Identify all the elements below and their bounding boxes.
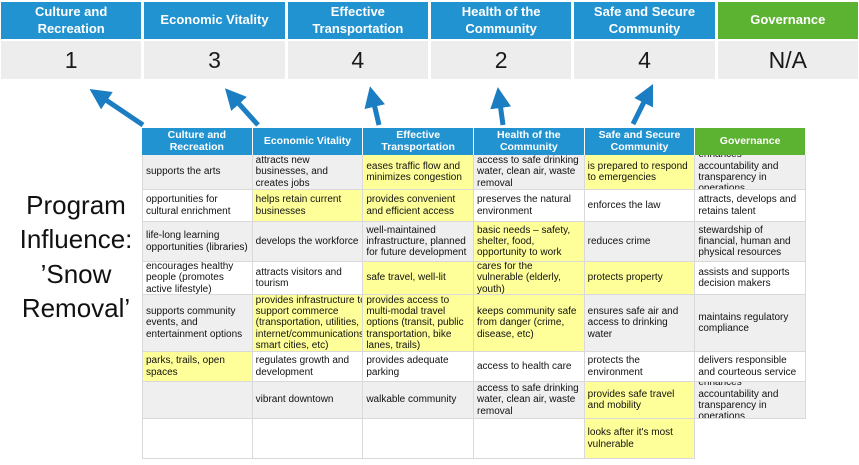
matrix-cell: assists and supports decision makers <box>695 262 806 295</box>
scoreboard-score: N/A <box>717 41 858 79</box>
matrix-cell: maintains regulatory compliance <box>695 295 806 352</box>
matrix-header-cell: Effective Transportation <box>363 128 474 155</box>
matrix-cell <box>142 382 253 419</box>
matrix-cell: provides safe travel and mobility <box>584 382 696 419</box>
scoreboard-score: 4 <box>287 41 428 79</box>
matrix-cell: delivers responsible and courteous servi… <box>695 352 806 382</box>
influence-arrows <box>89 83 654 128</box>
scoreboard-score: 3 <box>144 41 285 79</box>
matrix-cell: helps retain current businesses <box>252 190 364 222</box>
influence-arrow <box>490 87 512 126</box>
matrix-cell: attracts visitors and tourism <box>252 262 364 295</box>
matrix-header-cell: Safe and Secure Community <box>584 128 696 155</box>
matrix-cell: attracts new businesses, and creates job… <box>252 155 364 190</box>
matrix-cell: eases traffic flow and minimizes congest… <box>363 155 474 190</box>
matrix-cell: cares for the vulnerable (elderly, youth… <box>473 262 585 295</box>
scoreboard-header: Economic Vitality <box>144 2 285 39</box>
scoreboard-column: Safe and Secure Community 4 <box>574 2 715 79</box>
influence-arrow <box>630 83 654 126</box>
matrix-cell: access to safe drinking water, clean air… <box>473 382 585 419</box>
program-influence-label: Program Influence: ’Snow Removal’ <box>19 190 133 323</box>
matrix-cell: provides access to multi-modal travel op… <box>363 295 474 352</box>
matrix-cell: enforces the law <box>584 190 696 222</box>
matrix-cell: life-long learning opportunities (librar… <box>142 222 253 262</box>
matrix-cell <box>363 419 474 459</box>
matrix-cell <box>695 419 806 459</box>
scoreboard-column: Economic Vitality 3 <box>144 2 285 79</box>
matrix-cell <box>252 419 364 459</box>
matrix-cell: is prepared to respond to emergencies <box>584 155 696 190</box>
scoreboard-score: 1 <box>1 41 142 79</box>
matrix-cell: parks, trails, open spaces <box>142 352 253 382</box>
matrix-cell: access to health care <box>473 352 585 382</box>
matrix-cell: protects the environment <box>584 352 696 382</box>
matrix-cell: well-maintained infrastructure, planned … <box>363 222 474 262</box>
matrix-cell: develops the workforce <box>252 222 364 262</box>
matrix-cell: provides infrastructure to support comme… <box>252 295 364 352</box>
matrix-cell: supports the arts <box>142 155 253 190</box>
matrix-cell: safe travel, well-lit <box>363 262 474 295</box>
scoreboard-header: Effective Transportation <box>287 2 428 39</box>
scoreboard-header: Governance <box>717 2 858 39</box>
scoreboard-column: Governance N/A <box>717 2 858 79</box>
matrix-cell: encourages healthy people (promotes acti… <box>142 262 253 295</box>
scoreboard-score: 2 <box>430 41 572 79</box>
scoreboard-score: 4 <box>574 41 715 79</box>
scoreboard-column: Effective Transportation 4 <box>287 2 428 79</box>
matrix-header-cell: Health of the Community <box>473 128 585 155</box>
matrix-header-cell: Economic Vitality <box>252 128 364 155</box>
matrix-header-cell: Governance <box>695 128 806 155</box>
scoreboard-header: Culture and Recreation <box>1 2 142 39</box>
scoreboard-column: Culture and Recreation 1 <box>1 2 142 79</box>
matrix-cell: looks after it's most vulnerable <box>584 419 696 459</box>
matrix-cell: provides convenient and efficient access <box>363 190 474 222</box>
matrix-cell: ensures safe air and access to drinking … <box>584 295 696 352</box>
matrix-cell: walkable community <box>363 382 474 419</box>
matrix-cell <box>473 419 585 459</box>
scoreboard-header: Health of the Community <box>430 2 572 39</box>
matrix-cell: supports community events, and entertain… <box>142 295 253 352</box>
matrix-cell: reduces crime <box>584 222 696 262</box>
matrix-cell: keeps community safe from danger (crime,… <box>473 295 585 352</box>
matrix-cell: enhances accountability and transparency… <box>695 155 806 190</box>
scoreboard-header: Safe and Secure Community <box>574 2 715 39</box>
influence-arrow <box>224 88 260 127</box>
matrix-cell: provides adequate parking <box>363 352 474 382</box>
scoreboard-column: Health of the Community 2 <box>430 2 572 79</box>
matrix-cell: attracts, develops and retains talent <box>695 190 806 222</box>
matrix-cell: vibrant downtown <box>252 382 364 419</box>
influence-arrow <box>89 88 145 128</box>
scoreboard: Culture and Recreation 1 Economic Vitality… <box>1 2 858 79</box>
influence-arrow <box>364 86 385 126</box>
matrix-cell: opportunities for cultural enrichment <box>142 190 253 222</box>
influence-matrix: Culture and Recreation Economic Vitality E… <box>142 128 806 459</box>
matrix-cell: stewardship of financial, human and phys… <box>695 222 806 262</box>
matrix-cell: preserves the natural environment <box>473 190 585 222</box>
matrix-cell: regulates growth and development <box>252 352 364 382</box>
matrix-cell: basic needs – safety, shelter, food, opp… <box>473 222 585 262</box>
matrix-header-cell: Culture and Recreation <box>142 128 253 155</box>
matrix-cell: protects property <box>584 262 696 295</box>
matrix-cell: enhances accountability and transparency… <box>695 382 806 419</box>
matrix-cell: access to safe drinking water, clean air… <box>473 155 585 190</box>
matrix-cell <box>142 419 253 459</box>
